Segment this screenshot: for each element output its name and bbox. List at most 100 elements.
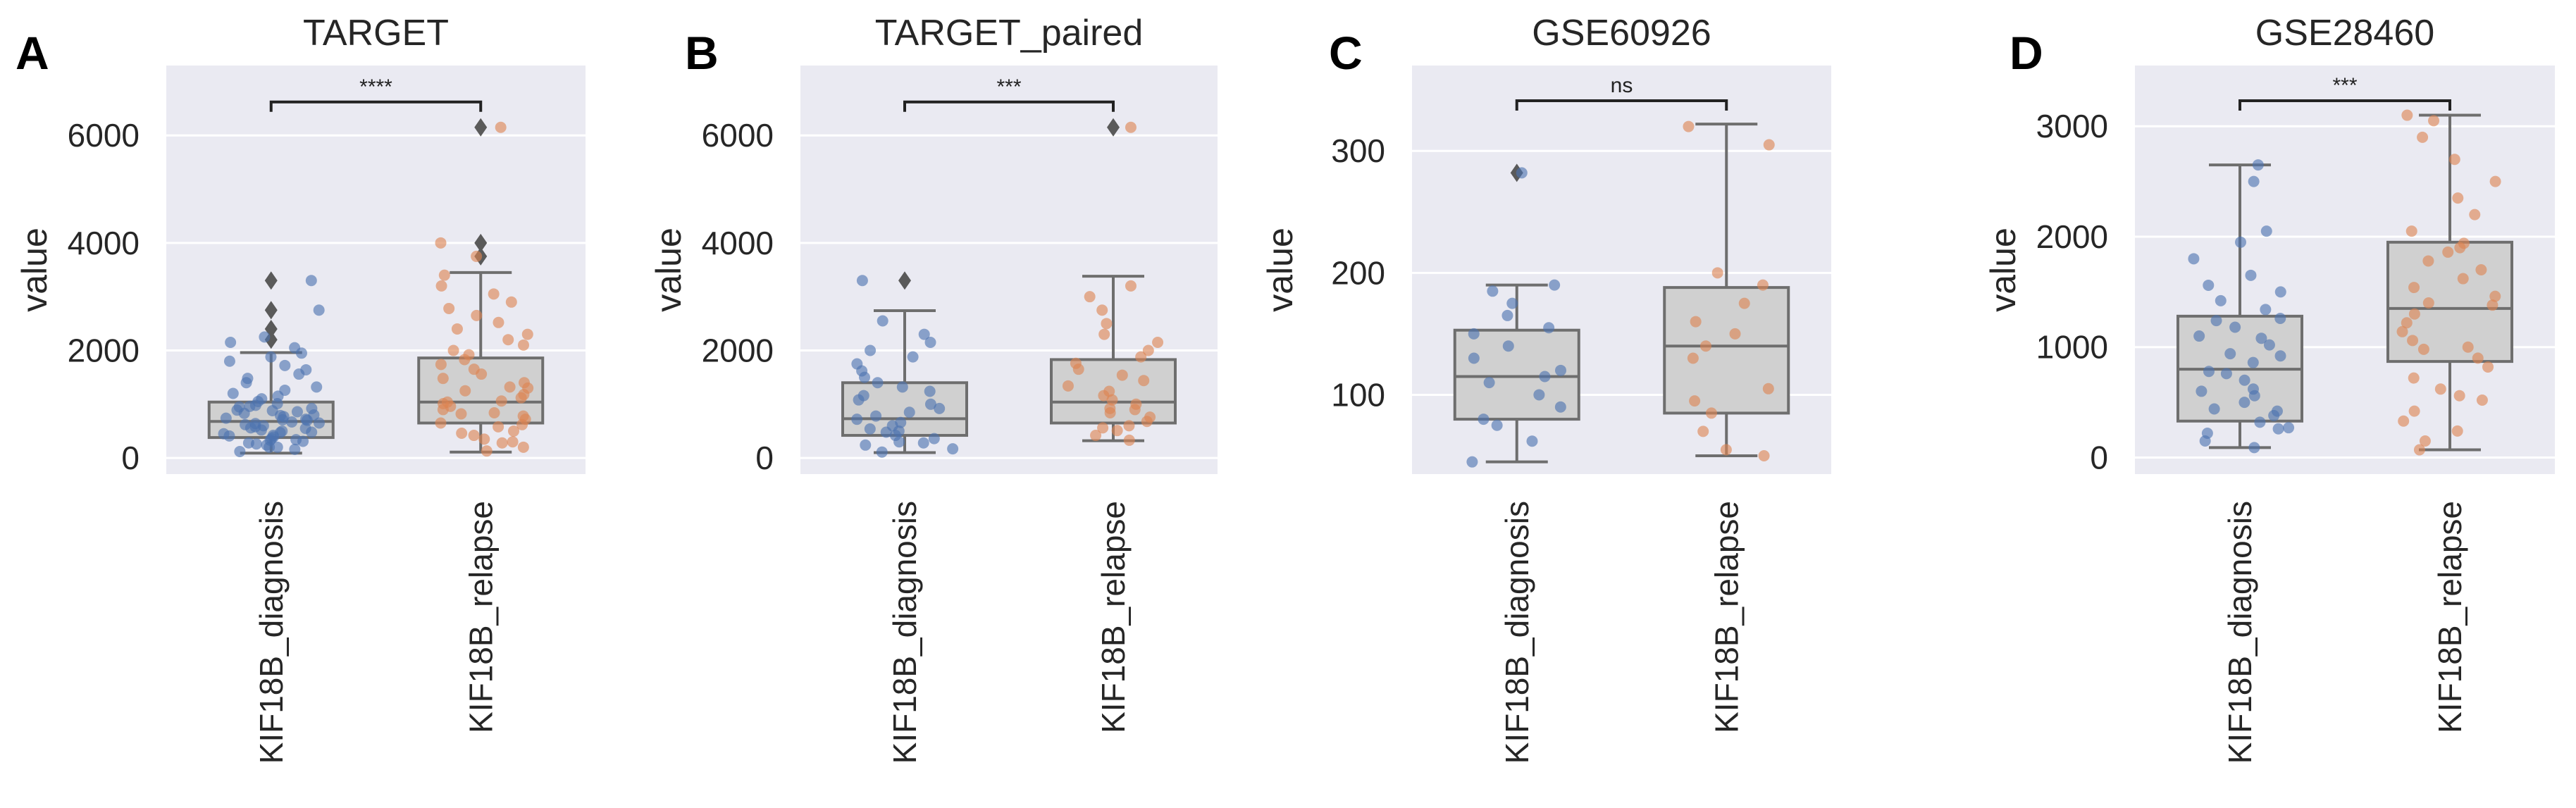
diagnosis-point <box>233 401 245 413</box>
diagnosis-point <box>290 434 302 446</box>
relapse-point <box>441 396 453 408</box>
diagnosis-point <box>851 358 863 370</box>
relapse-point <box>507 436 519 448</box>
relapse-point <box>1144 411 1156 423</box>
relapse-point <box>435 280 447 292</box>
relapse-point <box>2451 425 2463 437</box>
diagnosis-point <box>1468 328 1480 340</box>
diagnosis-point <box>1491 419 1503 431</box>
significance-label: **** <box>359 75 392 99</box>
outlier-marker <box>264 301 278 320</box>
diagnosis-point <box>220 412 232 424</box>
relapse-point <box>2408 282 2420 294</box>
relapse-point <box>1123 434 1135 446</box>
diagnosis-point <box>1554 401 1566 413</box>
outlier-marker <box>898 271 911 290</box>
diagnosis-point <box>2215 294 2227 306</box>
relapse-point <box>517 339 529 351</box>
relapse-point <box>2417 131 2429 143</box>
diagnosis-point <box>313 304 325 316</box>
relapse-point <box>2434 383 2446 395</box>
relapse-point <box>1711 267 1723 279</box>
diagnosis-point <box>1478 414 1490 425</box>
diagnosis-point <box>2196 385 2207 397</box>
diagnosis-point <box>266 404 278 416</box>
y-axis-label: value <box>15 228 54 312</box>
relapse-point <box>456 428 468 439</box>
relapse-point <box>1138 375 1150 387</box>
diagnosis-point <box>2188 253 2200 265</box>
relapse-point <box>1125 121 1137 133</box>
relapse-point <box>1729 328 1741 340</box>
diagnosis-point <box>313 417 325 429</box>
relapse-point <box>2453 390 2465 402</box>
diagnosis-point <box>271 441 283 453</box>
significance-bracket <box>269 100 483 112</box>
diagnosis-point <box>1487 285 1499 297</box>
diagnosis-point <box>2255 332 2267 344</box>
relapse-point <box>488 407 500 418</box>
diagnosis-point <box>924 398 936 410</box>
relapse-point <box>459 385 471 397</box>
y-tick-label: 300 <box>1331 132 1385 169</box>
diagnosis-point <box>2203 366 2215 378</box>
diagnosis-point <box>2254 416 2266 428</box>
relapse-point <box>1720 444 1732 456</box>
x-tick-label: KIF18B_relapse <box>1708 501 1745 733</box>
diagnosis-point <box>306 426 318 438</box>
relapse-point <box>2469 209 2481 220</box>
y-tick-label: 2000 <box>2036 218 2108 255</box>
relapse-point <box>1762 383 1774 394</box>
relapse-point <box>2396 325 2408 337</box>
diagnosis-point <box>305 275 317 287</box>
diagnosis-point <box>851 414 863 425</box>
relapse-point <box>1070 357 1082 369</box>
relapse-point <box>435 417 447 429</box>
relapse-point <box>522 382 534 394</box>
relapse-point <box>1129 404 1141 416</box>
diagnosis-point <box>928 433 940 445</box>
relapse-point <box>2398 415 2410 427</box>
relapse-point <box>1123 420 1135 432</box>
diagnosis-point <box>276 425 288 437</box>
diagnosis-point <box>244 400 256 412</box>
relapse-point <box>2476 394 2488 406</box>
relapse-point <box>468 430 480 442</box>
diagnosis-point <box>864 423 876 435</box>
diagnosis-point <box>250 438 262 450</box>
diagnosis-point <box>300 363 312 375</box>
diagnosis-point <box>2238 374 2250 386</box>
x-tick-label: KIF18B_relapse <box>462 501 499 733</box>
y-tick-label: 0 <box>121 440 140 476</box>
y-tick-label: 3000 <box>2036 108 2108 144</box>
relapse-point <box>1106 394 1118 406</box>
y-tick-label: 4000 <box>702 225 774 261</box>
diagnosis-point <box>1554 364 1566 376</box>
diagnosis-point <box>1549 279 1561 291</box>
y-tick-label: 1000 <box>2036 329 2108 366</box>
diagnosis-point <box>2201 428 2213 439</box>
diagnosis-point <box>924 385 936 397</box>
diagnosis-point <box>924 337 936 349</box>
diagnosis-point <box>896 381 908 393</box>
relapse-point <box>1125 280 1137 292</box>
diagnosis-point <box>2229 321 2241 333</box>
diagnosis-point <box>903 406 915 418</box>
diagnosis-point <box>2260 304 2272 316</box>
significance-bracket <box>903 100 1115 112</box>
relapse-point <box>1101 318 1113 330</box>
diagnosis-point <box>1501 309 1513 321</box>
y-tick-label: 2000 <box>68 332 140 368</box>
diagnosis-point <box>1526 435 1538 447</box>
diagnosis-point <box>2238 397 2250 409</box>
diagnosis-point <box>289 443 301 455</box>
diagnosis-point <box>291 406 303 418</box>
diagnosis-point <box>279 384 291 396</box>
relapse-point <box>495 121 507 133</box>
relapse-point <box>2472 352 2484 364</box>
relapse-point <box>1103 385 1115 397</box>
diagnosis-point <box>1533 389 1545 401</box>
relapse-point <box>1683 120 1695 132</box>
